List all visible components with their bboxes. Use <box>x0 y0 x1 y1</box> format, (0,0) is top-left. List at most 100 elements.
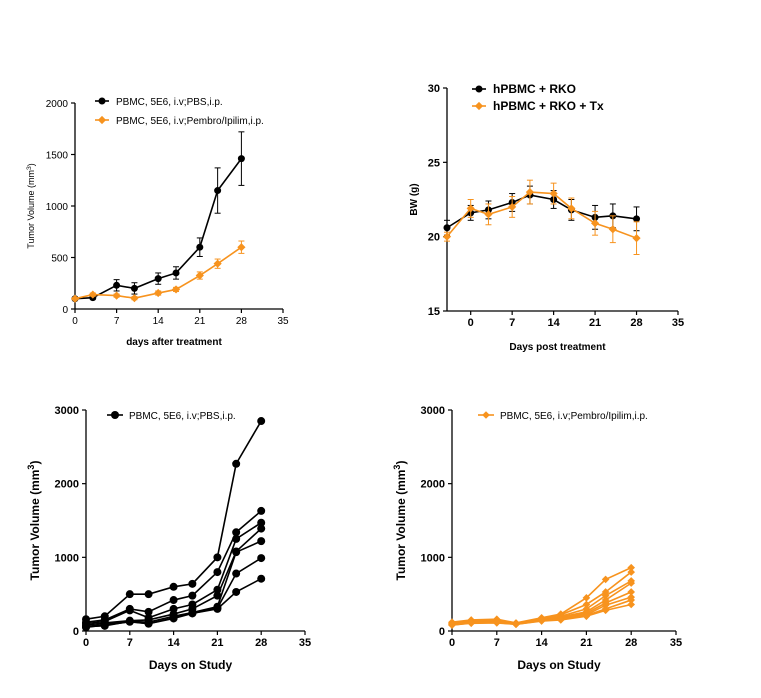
data-point <box>144 619 153 628</box>
data-point <box>467 619 475 628</box>
data-point <box>144 590 153 599</box>
data-point <box>549 189 558 198</box>
y-tick-label: 1500 <box>46 151 69 162</box>
y-axis-label: Tumor Volume (mm3) <box>392 461 408 581</box>
data-point <box>257 537 266 546</box>
legend-marker <box>475 85 483 93</box>
data-point <box>130 294 139 303</box>
data-point <box>484 210 493 219</box>
x-tick-label: 21 <box>580 637 592 649</box>
data-point <box>237 243 246 252</box>
data-point <box>169 582 178 591</box>
data-point <box>442 232 452 241</box>
data-point <box>601 591 610 600</box>
x-tick-label: 35 <box>299 637 311 649</box>
data-point <box>125 617 134 626</box>
series-line <box>446 191 637 239</box>
data-point <box>567 204 576 213</box>
data-point <box>257 417 266 426</box>
x-axis-label: days after treatment <box>126 337 222 348</box>
x-tick-label: 21 <box>194 316 206 327</box>
data-point <box>601 575 610 584</box>
legend-label: hPBMC + RKO + Tx <box>493 99 604 113</box>
data-point <box>154 275 162 283</box>
data-point <box>113 281 121 289</box>
data-point <box>601 606 610 615</box>
y-axis-label: Tumor Volume (mm3) <box>26 461 42 581</box>
x-tick-label: 14 <box>535 637 548 649</box>
data-point <box>144 607 153 616</box>
data-point <box>232 528 241 537</box>
data-point <box>257 518 266 527</box>
data-point <box>627 568 635 576</box>
panel-tumor-volume-pembro-individual: 0 7 14 21 28 35 0 1000 2000 3000 Days on Study Tumo… <box>392 405 682 672</box>
x-tick-label: 0 <box>468 317 474 329</box>
data-point <box>154 288 163 298</box>
y-axis-label-text: Tumor Volume (mm <box>28 470 42 581</box>
legend-marker <box>474 101 484 111</box>
y-axis-label-text: BW (g) <box>409 183 420 215</box>
y-axis-label-close: ) <box>28 461 42 465</box>
legend-label: PBMC, 5E6, i.v;PBS,i.p. <box>116 97 223 108</box>
y-axis-label-superscript: 3 <box>392 465 402 470</box>
data-point <box>188 609 197 618</box>
legend-label: PBMC, 5E6, i.v;Pembro/Ipilim,i.p. <box>500 411 648 422</box>
series-line <box>446 194 637 229</box>
x-tick-label: 0 <box>83 637 89 649</box>
data-point <box>557 616 565 624</box>
y-tick-label: 1000 <box>421 552 445 564</box>
data-point <box>195 271 204 280</box>
data-point <box>590 219 600 228</box>
x-tick-label: 28 <box>236 316 248 327</box>
legend-label: hPBMC + RKO <box>493 82 576 96</box>
y-tick-label: 3000 <box>55 405 79 417</box>
data-point <box>627 588 635 596</box>
data-point <box>188 591 197 600</box>
x-tick-label: 7 <box>494 637 500 649</box>
data-point <box>232 534 241 543</box>
y-axis-label-text: Tumor Volume (mm <box>26 170 36 249</box>
data-point <box>237 155 245 163</box>
x-axis-label: Days on Study <box>149 658 233 672</box>
data-point <box>232 587 241 596</box>
x-tick-label: 28 <box>630 317 642 329</box>
y-tick-label: 20 <box>428 232 440 244</box>
panel-tumor-volume-mean: 0 7 14 21 28 35 0 500 1000 1500 2000 days after tre… <box>26 97 289 348</box>
data-point <box>627 596 635 604</box>
legend-label: PBMC, 5E6, i.v;Pembro/Ipilim,i.p. <box>116 116 264 127</box>
data-point <box>213 591 222 600</box>
x-tick-label: 0 <box>449 637 455 649</box>
data-point <box>582 612 591 621</box>
legend-marker <box>98 97 106 105</box>
data-point <box>82 622 90 631</box>
legend-label: PBMC, 5E6, i.v;PBS,i.p. <box>129 411 236 422</box>
x-axis-label: Days post treatment <box>509 342 606 353</box>
y-tick-label: 0 <box>62 305 68 316</box>
x-tick-label: 7 <box>127 637 133 649</box>
data-point <box>171 285 181 294</box>
x-tick-label: 28 <box>625 637 637 649</box>
y-tick-label: 15 <box>428 306 440 318</box>
x-tick-label: 35 <box>670 637 682 649</box>
data-point <box>633 215 641 223</box>
data-point <box>443 224 451 232</box>
y-tick-label: 1000 <box>55 552 79 564</box>
data-point <box>232 548 241 557</box>
data-point <box>627 600 635 609</box>
data-point <box>627 563 635 572</box>
y-axis-label-superscript: 3 <box>26 166 33 170</box>
y-tick-label: 500 <box>51 254 68 265</box>
legend-marker <box>97 115 107 125</box>
x-tick-label: 21 <box>589 317 601 329</box>
x-tick-label: 35 <box>672 317 684 329</box>
x-tick-label: 35 <box>277 316 289 327</box>
legend-marker <box>111 411 119 419</box>
data-point <box>257 554 266 563</box>
data-point <box>257 524 266 533</box>
data-point <box>70 294 80 303</box>
data-point <box>112 291 121 300</box>
data-point <box>627 579 635 587</box>
x-tick-label: 14 <box>153 316 165 327</box>
y-axis-label-superscript: 3 <box>26 465 36 470</box>
